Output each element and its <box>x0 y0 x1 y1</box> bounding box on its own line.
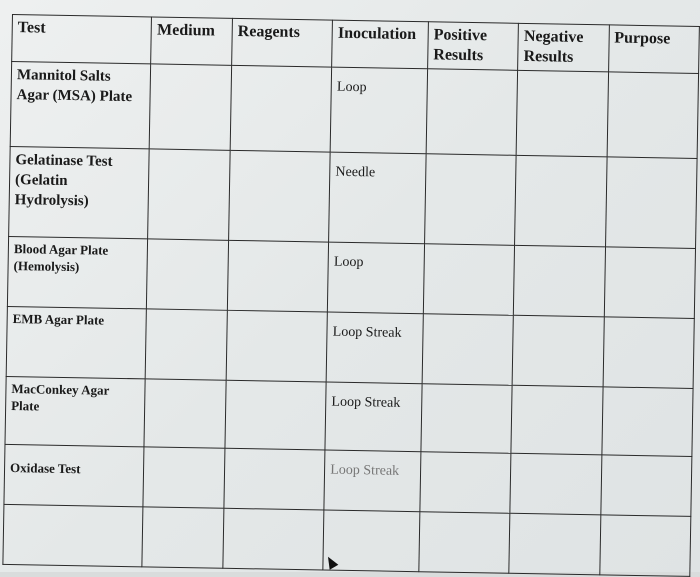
inoculation-cell: Loop <box>330 67 428 154</box>
purpose-cell[interactable] <box>603 246 696 319</box>
positive-cell[interactable] <box>426 68 518 156</box>
positive-cell[interactable] <box>424 153 517 246</box>
test-cell: Mannitol Salts Agar (MSA) Plate <box>10 61 152 149</box>
header-purpose: Purpose <box>608 24 700 74</box>
negative-cell[interactable] <box>512 315 604 387</box>
table-row: Blood Agar Plate (Hemolysis) Loop <box>7 236 696 319</box>
purpose-cell[interactable] <box>602 316 695 389</box>
reagents-cell[interactable] <box>230 65 332 153</box>
purpose-cell[interactable] <box>599 514 691 577</box>
reagents-cell[interactable] <box>228 150 331 243</box>
header-medium: Medium <box>151 16 233 66</box>
table-row <box>2 504 691 577</box>
negative-cell[interactable] <box>513 245 606 317</box>
medium-cell[interactable] <box>143 446 225 509</box>
medium-cell[interactable] <box>142 506 224 569</box>
inoculation-cell: Needle <box>328 152 427 244</box>
table-row: Mannitol Salts Agar (MSA) Plate Loop <box>10 61 699 159</box>
purpose-cell[interactable] <box>600 454 692 517</box>
medium-cell[interactable] <box>146 238 229 311</box>
inoculation-cell: Loop <box>327 242 425 314</box>
lab-tests-table: Test Medium Reagents Inoculation Positiv… <box>2 14 700 577</box>
negative-cell[interactable] <box>510 453 602 515</box>
negative-cell[interactable] <box>511 385 603 455</box>
inoculation-cell: Loop Streak <box>326 312 424 384</box>
test-cell: MacConkey Agar Plate <box>4 376 146 447</box>
test-cell: Oxidase Test <box>3 444 145 507</box>
reagents-cell[interactable] <box>227 240 329 313</box>
purpose-cell[interactable] <box>606 71 699 159</box>
reagents-cell[interactable] <box>223 448 326 511</box>
positive-cell[interactable] <box>419 451 512 514</box>
header-inoculation: Inoculation <box>331 20 429 69</box>
negative-cell[interactable] <box>509 513 601 575</box>
table-row: Gelatinase Test (Gelatin Hydrolysis) Nee… <box>8 146 698 249</box>
purpose-cell[interactable] <box>605 156 698 249</box>
positive-cell[interactable] <box>422 313 514 386</box>
header-negative-results: Negative Results <box>517 23 610 72</box>
table-row: MacConkey Agar Plate Loop Streak <box>4 376 694 457</box>
test-cell: EMB Agar Plate <box>6 306 147 379</box>
header-reagents: Reagents <box>231 18 333 68</box>
inoculation-cell: Loop Streak <box>325 382 423 452</box>
test-cell[interactable] <box>2 504 144 567</box>
medium-cell[interactable] <box>147 148 231 241</box>
reagents-cell[interactable] <box>226 310 328 383</box>
inoculation-cell: Loop Streak <box>324 450 421 512</box>
positive-cell[interactable] <box>420 383 513 454</box>
test-cell: Gelatinase Test (Gelatin Hydrolysis) <box>8 146 150 239</box>
reagents-cell[interactable] <box>222 508 325 571</box>
negative-cell[interactable] <box>514 155 607 247</box>
reagents-cell[interactable] <box>224 380 327 451</box>
positive-cell[interactable] <box>423 243 515 316</box>
medium-cell[interactable] <box>144 378 227 449</box>
header-test: Test <box>11 14 152 64</box>
medium-cell[interactable] <box>145 308 228 381</box>
header-positive-results: Positive Results <box>427 21 519 71</box>
purpose-cell[interactable] <box>601 386 694 457</box>
table-row: EMB Agar Plate Loop Streak <box>6 306 695 389</box>
medium-cell[interactable] <box>149 63 232 151</box>
positive-cell[interactable] <box>418 511 511 574</box>
negative-cell[interactable] <box>516 70 609 157</box>
test-cell: Blood Agar Plate (Hemolysis) <box>7 236 148 309</box>
